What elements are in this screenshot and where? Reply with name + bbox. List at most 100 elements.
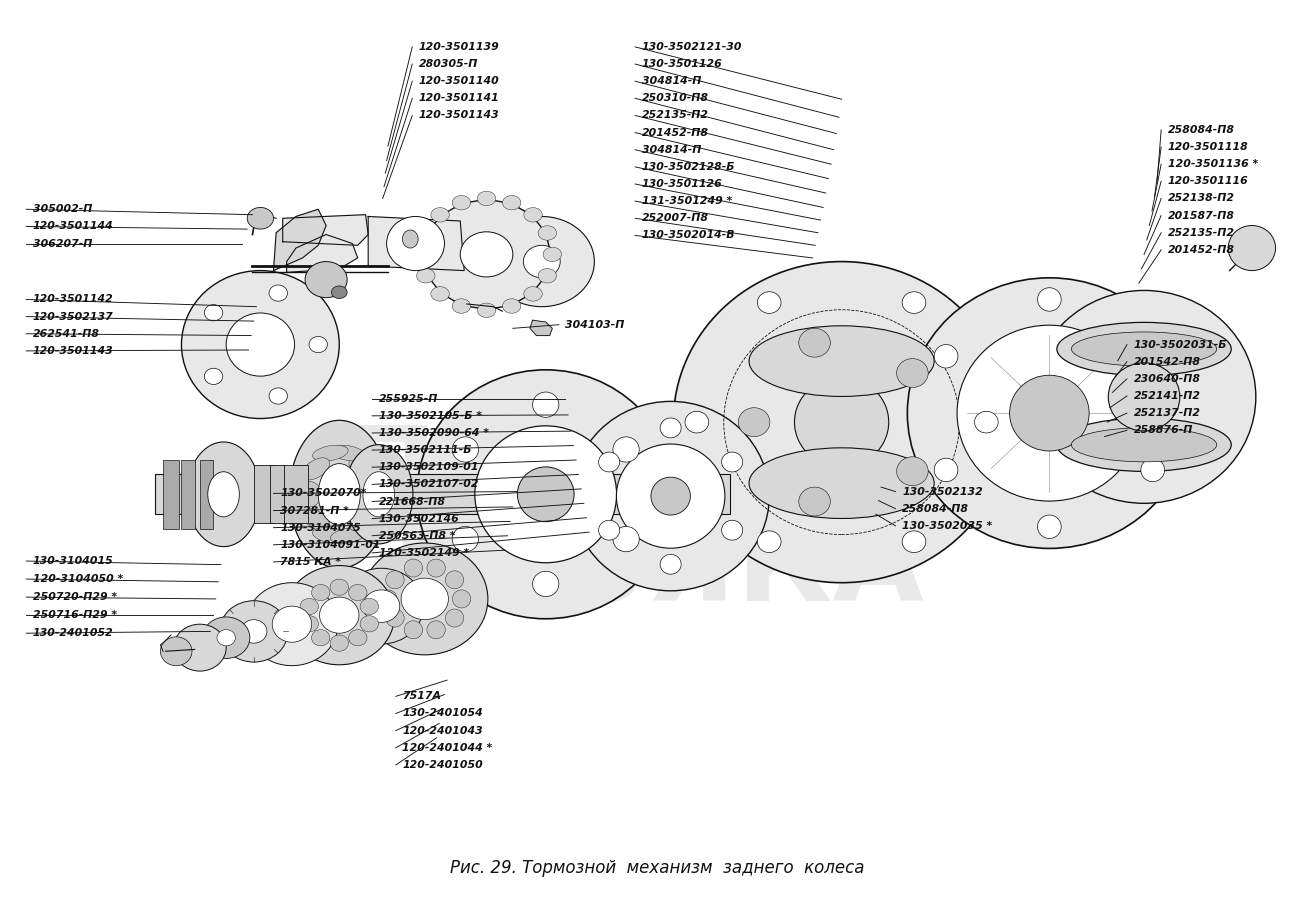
- Ellipse shape: [272, 606, 312, 642]
- Ellipse shape: [538, 226, 556, 240]
- Ellipse shape: [363, 472, 394, 517]
- Ellipse shape: [339, 568, 423, 644]
- Text: 262541-П8: 262541-П8: [33, 328, 100, 339]
- Text: 120-3501139: 120-3501139: [418, 41, 500, 52]
- Bar: [284, 465, 308, 523]
- Ellipse shape: [446, 609, 464, 627]
- Text: 120-3501143: 120-3501143: [33, 345, 113, 356]
- Ellipse shape: [363, 590, 400, 622]
- Text: 130-3502070*: 130-3502070*: [280, 488, 367, 499]
- Ellipse shape: [598, 520, 619, 540]
- Ellipse shape: [617, 444, 725, 548]
- Bar: [163, 460, 179, 529]
- Ellipse shape: [1141, 458, 1165, 482]
- Ellipse shape: [412, 247, 430, 262]
- Ellipse shape: [313, 528, 348, 543]
- Text: 120-2401043: 120-2401043: [402, 725, 483, 736]
- Text: 250310-П8: 250310-П8: [642, 93, 709, 104]
- Ellipse shape: [738, 408, 769, 437]
- Ellipse shape: [204, 305, 222, 321]
- Ellipse shape: [673, 262, 1010, 583]
- Ellipse shape: [203, 617, 250, 658]
- Ellipse shape: [302, 458, 330, 480]
- Ellipse shape: [934, 345, 957, 368]
- Ellipse shape: [360, 598, 379, 614]
- Text: 131-3501249 *: 131-3501249 *: [642, 196, 732, 207]
- Ellipse shape: [404, 621, 422, 639]
- Text: 130-3502090-64 *: 130-3502090-64 *: [379, 428, 489, 438]
- Ellipse shape: [220, 601, 288, 662]
- Ellipse shape: [685, 411, 709, 433]
- Text: 304103-П: 304103-П: [565, 319, 625, 330]
- Ellipse shape: [217, 630, 235, 646]
- Bar: [270, 465, 285, 523]
- Ellipse shape: [331, 286, 347, 299]
- Ellipse shape: [974, 411, 998, 433]
- Text: 120-3502149 *: 120-3502149 *: [379, 548, 469, 558]
- Text: 258876-П: 258876-П: [1134, 425, 1193, 436]
- Ellipse shape: [404, 559, 422, 577]
- Text: 130-3502132: 130-3502132: [902, 486, 982, 497]
- Ellipse shape: [452, 527, 479, 552]
- Ellipse shape: [902, 291, 926, 313]
- Ellipse shape: [417, 370, 675, 619]
- Text: 130-3501126: 130-3501126: [642, 59, 722, 69]
- Ellipse shape: [722, 520, 743, 540]
- Ellipse shape: [446, 571, 464, 589]
- Polygon shape: [283, 215, 368, 245]
- Ellipse shape: [477, 303, 496, 318]
- Ellipse shape: [452, 437, 479, 462]
- Ellipse shape: [320, 597, 359, 633]
- Text: 252137-П2: 252137-П2: [1134, 408, 1201, 419]
- Text: 120-3104050 *: 120-3104050 *: [33, 574, 124, 584]
- Text: 250563-П8 *: 250563-П8 *: [379, 530, 455, 541]
- Ellipse shape: [757, 291, 781, 313]
- Text: 120-3501116: 120-3501116: [1168, 176, 1248, 187]
- Ellipse shape: [289, 420, 389, 568]
- Ellipse shape: [330, 446, 366, 461]
- Text: 305002-П: 305002-П: [33, 204, 92, 215]
- Ellipse shape: [722, 452, 743, 472]
- Bar: [254, 465, 274, 523]
- Ellipse shape: [417, 269, 435, 283]
- Ellipse shape: [345, 445, 413, 544]
- Ellipse shape: [187, 442, 260, 547]
- Ellipse shape: [660, 418, 681, 437]
- Ellipse shape: [1057, 322, 1231, 375]
- Ellipse shape: [660, 555, 681, 575]
- Text: 130-3502109-01: 130-3502109-01: [379, 462, 479, 473]
- Ellipse shape: [452, 196, 471, 210]
- Text: 130-3502121-30: 130-3502121-30: [642, 41, 742, 52]
- Ellipse shape: [309, 336, 327, 353]
- Ellipse shape: [348, 458, 376, 480]
- Ellipse shape: [387, 216, 444, 271]
- Text: 120-3501143: 120-3501143: [418, 110, 500, 121]
- Text: 7517А: 7517А: [402, 691, 442, 702]
- Ellipse shape: [300, 482, 321, 507]
- Ellipse shape: [1038, 288, 1061, 311]
- Ellipse shape: [330, 528, 366, 543]
- Ellipse shape: [348, 509, 376, 530]
- Ellipse shape: [460, 232, 513, 277]
- Text: 201452-П8: 201452-П8: [1168, 244, 1235, 255]
- Text: 130-3502014-В: 130-3502014-В: [642, 230, 735, 241]
- Ellipse shape: [598, 452, 619, 472]
- Text: 250720-П29 *: 250720-П29 *: [33, 592, 117, 603]
- Text: 306207-П: 306207-П: [33, 238, 92, 249]
- Ellipse shape: [750, 447, 934, 519]
- Ellipse shape: [502, 299, 521, 313]
- Text: 130-3501126: 130-3501126: [642, 179, 722, 189]
- Ellipse shape: [475, 426, 617, 563]
- Ellipse shape: [572, 401, 769, 591]
- Text: БЕЗЯКА: БЕЗЯКА: [391, 511, 924, 626]
- Ellipse shape: [402, 230, 418, 248]
- Text: ПЛАНЕТА: ПЛАНЕТА: [338, 420, 977, 536]
- Ellipse shape: [489, 216, 594, 307]
- Text: 255925-П: 255925-П: [379, 393, 438, 404]
- Ellipse shape: [379, 590, 397, 608]
- Ellipse shape: [226, 313, 295, 376]
- Ellipse shape: [533, 392, 559, 418]
- Ellipse shape: [358, 482, 379, 507]
- Bar: [181, 460, 195, 529]
- Ellipse shape: [452, 299, 471, 313]
